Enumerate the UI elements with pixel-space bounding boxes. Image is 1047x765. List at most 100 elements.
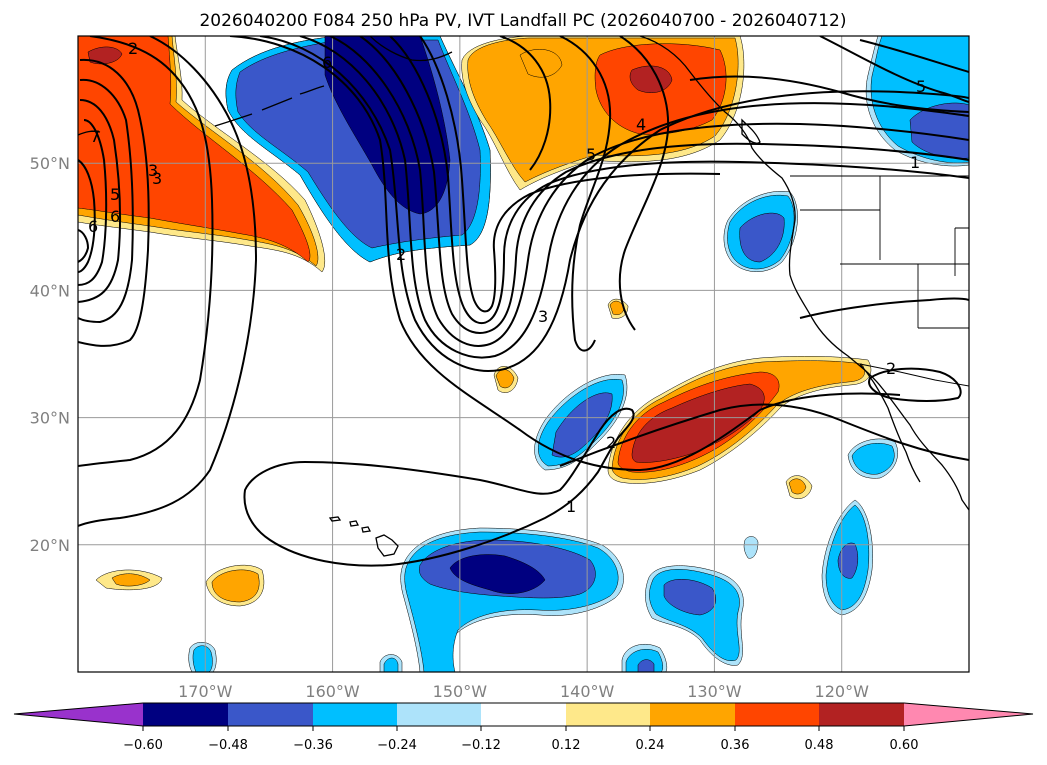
negative-anomaly-south bbox=[188, 438, 898, 672]
latitude-label: 20°N bbox=[30, 536, 70, 555]
colorbar-tick-label: 0.36 bbox=[721, 738, 750, 753]
positive-anomaly-small bbox=[95, 298, 813, 607]
colorbar-tick-label: −0.36 bbox=[293, 738, 333, 753]
pv-contour bbox=[78, 78, 134, 324]
colorbar: −0.60 −0.48 −0.36 −0.24 −0.12 0.12 0.24 … bbox=[13, 702, 1034, 753]
anomaly-blob-small bbox=[519, 49, 563, 78]
negative-anomaly-central bbox=[534, 374, 628, 471]
colorbar-ticks bbox=[142, 726, 905, 731]
pv-contour-labels: 2 6 7 5 6 3 2 6 5 4 3 3 2 1 5 1 2 bbox=[88, 39, 926, 516]
colorbar-tick-label: −0.60 bbox=[123, 738, 163, 753]
anomaly-blob-c-core bbox=[788, 478, 807, 495]
colorbar-bin bbox=[143, 703, 228, 726]
longitude-label: 140°W bbox=[560, 682, 615, 701]
colorbar-tick-label: −0.48 bbox=[208, 738, 248, 753]
political-borders bbox=[790, 175, 969, 387]
anomaly-blob-e-core bbox=[211, 569, 260, 603]
colorbar-under-extension bbox=[14, 703, 143, 726]
negative-anomaly-coast bbox=[723, 190, 798, 272]
pv-contour-label: 2 bbox=[396, 245, 406, 264]
pv-contour-label: 3 bbox=[148, 161, 158, 180]
coastline-aleutians bbox=[214, 85, 325, 127]
anomaly-inner bbox=[637, 659, 655, 672]
pv-contours bbox=[78, 36, 969, 567]
pv-contour-label: 3 bbox=[538, 307, 548, 326]
positive-anomaly-nw bbox=[78, 36, 326, 273]
colorbar-tick-label: 0.60 bbox=[890, 738, 919, 753]
pv-contour-label: 1 bbox=[910, 153, 920, 172]
coastline-alaska bbox=[369, 36, 453, 62]
colorbar-tick-label: −0.24 bbox=[377, 738, 417, 753]
colorbar-tick-label: 0.12 bbox=[552, 738, 581, 753]
coastlines bbox=[78, 36, 969, 557]
longitude-labels: 170°W 160°W 150°W 140°W 130°W 120°W bbox=[178, 682, 869, 701]
pv-contour bbox=[868, 367, 962, 402]
pv-contour-label: 7 bbox=[90, 127, 100, 146]
anomaly-outer bbox=[743, 536, 759, 559]
pv-contour bbox=[559, 36, 612, 352]
latitude-label: 50°N bbox=[30, 154, 70, 173]
anomaly-mid bbox=[851, 443, 895, 475]
colorbar-tick-label: 0.48 bbox=[805, 738, 834, 753]
colorbar-bin bbox=[566, 703, 650, 726]
coastline-baja-california bbox=[859, 363, 921, 483]
colorbar-bin bbox=[735, 703, 819, 726]
pv-contour bbox=[78, 36, 214, 467]
pv-contour bbox=[559, 403, 969, 467]
map-frame bbox=[77, 35, 970, 673]
anomaly-core bbox=[449, 554, 546, 594]
colorbar-bin bbox=[819, 703, 904, 726]
coastline-kamchatka-edge bbox=[78, 130, 101, 136]
pv-contour bbox=[618, 36, 670, 331]
pv-contour-label: 6 bbox=[322, 53, 332, 72]
pv-contour bbox=[859, 39, 969, 73]
colorbar-tick-labels: −0.60 −0.48 −0.36 −0.24 −0.12 0.12 0.24 … bbox=[123, 738, 918, 753]
figure-title: 2026040200 F084 250 hPa PV, IVT Landfall… bbox=[199, 11, 846, 31]
coastline-north-america bbox=[639, 36, 969, 511]
pv-contour-label: 5 bbox=[586, 145, 596, 164]
pv-contour-label: 4 bbox=[636, 115, 646, 134]
colorbar-bin bbox=[650, 703, 735, 726]
latitude-labels: 50°N 40°N 30°N 20°N bbox=[30, 154, 70, 555]
anomaly-mid bbox=[383, 657, 399, 672]
anomaly-inner bbox=[78, 36, 311, 263]
pv-contour-label: 2 bbox=[128, 39, 138, 58]
pv-contour bbox=[78, 58, 150, 347]
pv-contour bbox=[78, 99, 122, 303]
anomaly-inner bbox=[663, 579, 716, 616]
pv-contour bbox=[499, 36, 552, 171]
pv-contour-label: 2 bbox=[606, 433, 616, 452]
pv-contour-label: 5 bbox=[110, 185, 120, 204]
anomaly-core bbox=[324, 36, 451, 215]
pv-contour bbox=[359, 36, 969, 334]
longitude-label: 120°W bbox=[815, 682, 870, 701]
positive-anomaly-north bbox=[461, 36, 745, 191]
pv-contour bbox=[689, 75, 969, 113]
pv-contour bbox=[78, 159, 96, 273]
negative-anomaly-trough bbox=[225, 36, 491, 263]
pv-contour bbox=[243, 407, 635, 567]
anomaly-inner bbox=[739, 212, 785, 263]
anomaly-core bbox=[629, 65, 673, 93]
latitude-label: 40°N bbox=[30, 281, 70, 300]
colorbar-tick-label: −0.12 bbox=[461, 738, 501, 753]
colorbar-bin bbox=[397, 703, 481, 726]
pv-contour bbox=[299, 36, 969, 359]
pv-contour-label: 2 bbox=[886, 359, 896, 378]
pv-contour bbox=[329, 36, 969, 347]
longitude-label: 160°W bbox=[305, 682, 360, 701]
pv-contour bbox=[259, 36, 969, 372]
colorbar-bin bbox=[481, 703, 566, 726]
anomaly-core bbox=[87, 46, 123, 65]
graticule bbox=[78, 36, 969, 672]
pv-contour-label: 3 bbox=[152, 169, 162, 188]
map-area: 2 6 7 5 6 3 2 6 5 4 3 3 2 1 5 1 2 bbox=[77, 35, 970, 673]
anomaly-blob-d-core bbox=[111, 573, 151, 587]
pv-contour bbox=[799, 297, 969, 319]
pv-contour-label: 1 bbox=[566, 497, 576, 516]
colorbar-bin bbox=[228, 703, 313, 726]
pv-contour bbox=[229, 36, 901, 472]
colorbar-over-extension bbox=[904, 703, 1033, 726]
colorbar-tick-label: 0.24 bbox=[636, 738, 665, 753]
